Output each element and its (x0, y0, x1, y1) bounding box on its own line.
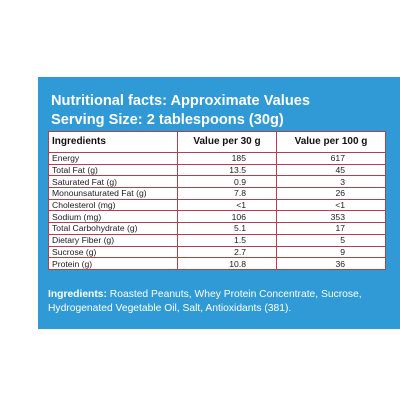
table-row: Sodium (mg) 106 353 (47, 210, 386, 224)
row-value-30g: 0.9 (177, 175, 277, 189)
header-value-per-100g: Value per 100 g (276, 131, 386, 153)
row-value-100g: 45 (276, 163, 386, 177)
row-label: Total Fat (g) (47, 163, 179, 177)
row-value-30g: 2.7 (177, 245, 277, 259)
table-row: Sucrose (g) 2.7 9 (47, 245, 386, 259)
heading-title: Nutritional facts: Approximate Values (51, 93, 310, 109)
row-value-100g: 617 (276, 152, 386, 165)
row-label: Saturated Fat (g) (47, 175, 179, 189)
ingredients-text: Ingredients: Roasted Peanuts, Whey Prote… (48, 288, 400, 316)
table-row: Energy 185 617 (47, 152, 386, 165)
ingredients-list: Roasted Peanuts, Whey Protein Concentrat… (48, 289, 362, 314)
table-row: Total Fat (g) 13.5 45 (47, 163, 386, 177)
table-row: Saturated Fat (g) 0.9 3 (47, 175, 386, 189)
row-value-30g: 106 (177, 210, 277, 224)
row-value-30g: 10.8 (177, 257, 277, 270)
ingredients-label: Ingredients: (48, 289, 107, 300)
row-label: Total Carbohydrate (g) (47, 222, 179, 235)
row-value-30g: 5.1 (177, 222, 277, 235)
table-row: Dietary Fiber (g) 1.5 5 (47, 233, 386, 247)
row-value-100g: <1 (276, 198, 386, 212)
row-value-100g: 17 (276, 222, 386, 235)
row-value-100g: 9 (276, 245, 386, 259)
nutrition-panel: Nutritional facts: Approximate Values Se… (38, 77, 400, 329)
row-value-30g: 13.5 (177, 163, 277, 177)
row-value-30g: 185 (177, 152, 277, 165)
row-value-100g: 5 (276, 233, 386, 247)
header-value-per-30g: Value per 30 g (177, 131, 277, 153)
table-header-row: Ingredients Value per 30 g Value per 100… (47, 131, 386, 153)
table-row: Monounsaturated Fat (g) 7.8 26 (47, 187, 386, 200)
row-value-30g: <1 (177, 198, 277, 212)
table-row: Total Carbohydrate (g) 5.1 17 (47, 222, 386, 235)
row-label: Cholesterol (mg) (47, 198, 179, 212)
row-value-100g: 353 (276, 210, 386, 224)
row-value-100g: 36 (276, 257, 386, 270)
row-label: Sodium (mg) (47, 210, 179, 224)
row-label: Monounsaturated Fat (g) (47, 187, 179, 200)
row-label: Dietary Fiber (g) (47, 233, 179, 247)
nutrition-table: Ingredients Value per 30 g Value per 100… (47, 131, 386, 270)
row-value-30g: 7.8 (177, 187, 277, 200)
table-row: Protein (g) 10.8 36 (47, 257, 386, 270)
nutrition-heading: Nutritional facts: Approximate Values Se… (51, 92, 310, 130)
header-ingredients: Ingredients (47, 131, 179, 153)
heading-serving-size: Serving Size: 2 tablespoons (30g) (51, 112, 284, 128)
row-value-100g: 26 (276, 187, 386, 200)
row-value-100g: 3 (276, 175, 386, 189)
row-label: Sucrose (g) (47, 245, 179, 259)
row-label: Energy (47, 152, 179, 165)
row-label: Protein (g) (47, 257, 179, 270)
table-row: Cholesterol (mg) <1 <1 (47, 198, 386, 212)
row-value-30g: 1.5 (177, 233, 277, 247)
